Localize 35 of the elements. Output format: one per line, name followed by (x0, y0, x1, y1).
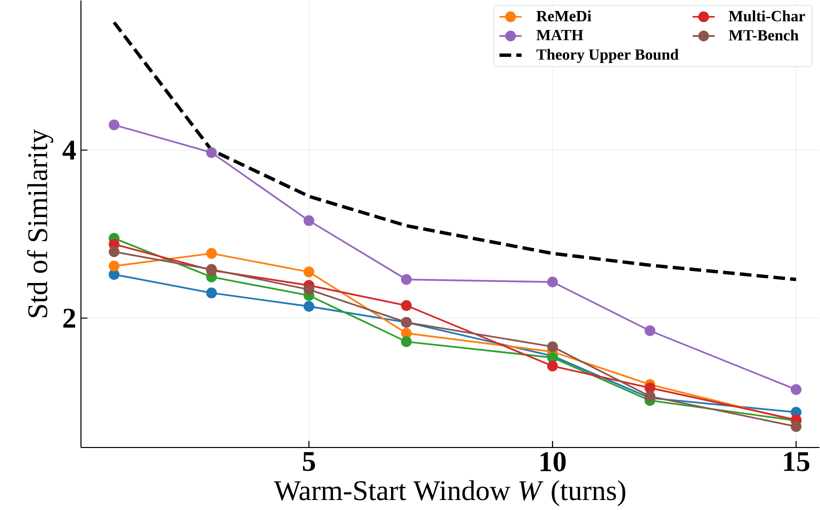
legend-label: MATH (536, 30, 584, 40)
point (644, 325, 656, 336)
point (108, 119, 120, 130)
legend-label: Theory Upper Bound (536, 48, 679, 63)
point (304, 266, 314, 278)
point (400, 300, 412, 311)
point (644, 382, 656, 394)
y-axis-title: Std of Similarity (26, 128, 54, 317)
point (400, 336, 412, 347)
point (790, 420, 802, 432)
point (108, 246, 120, 257)
legend-label: Multi-Char (728, 10, 806, 22)
point (790, 384, 802, 395)
point (206, 147, 217, 158)
point (108, 268, 120, 280)
x-axis-title: Warm-Start Window W (turns) (274, 480, 626, 506)
point (206, 248, 217, 259)
point (400, 274, 412, 285)
legend-label: ReMeDi (536, 10, 592, 22)
line-series (112, 20, 798, 281)
point (108, 260, 120, 272)
point (400, 328, 412, 338)
point (304, 284, 314, 295)
x-tick-label: 15 (784, 452, 810, 472)
point (304, 300, 314, 312)
point (206, 287, 217, 298)
point (304, 215, 314, 226)
x-tick-label: 5 (302, 452, 316, 471)
point (547, 341, 558, 352)
y-tick-label: 4 (62, 140, 76, 160)
y-tick-label: 2 (63, 308, 76, 328)
point (547, 276, 558, 288)
x-tick-label: 10 (540, 452, 566, 472)
point (547, 360, 558, 372)
legend-label: MT-Bench (728, 29, 799, 40)
